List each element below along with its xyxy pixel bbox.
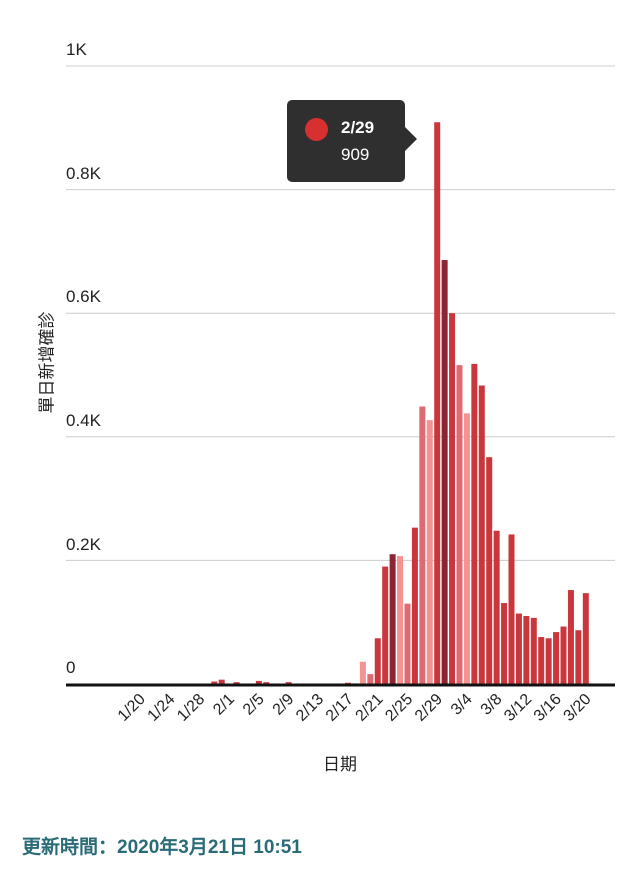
bar-2/9 bbox=[285, 682, 292, 684]
bar-3/18 bbox=[567, 590, 574, 684]
x-tick-label: 3/4 bbox=[448, 691, 476, 719]
bar-2/17 bbox=[345, 682, 352, 684]
y-axis-title: 單日新增確診 bbox=[37, 311, 57, 414]
y-tick-label: 0.4K bbox=[66, 411, 101, 430]
x-tick-label: 3/16 bbox=[531, 691, 565, 725]
bar-2/29 bbox=[434, 122, 441, 685]
bar-2/19 bbox=[359, 661, 366, 684]
bar-3/13 bbox=[530, 617, 537, 684]
tooltip-value: 909 bbox=[341, 145, 370, 164]
y-tick-label: 0 bbox=[66, 658, 76, 677]
x-tick-label: 2/29 bbox=[412, 691, 446, 725]
bar-3/2 bbox=[449, 313, 456, 684]
bar-3/4 bbox=[463, 413, 470, 684]
bar-2/6 bbox=[263, 682, 270, 684]
x-tick-label: 1/20 bbox=[115, 691, 149, 725]
bar-2/2 bbox=[233, 682, 240, 684]
x-tick-label: 1/28 bbox=[174, 691, 208, 725]
bar-3/10 bbox=[508, 534, 515, 684]
tooltip: 2/29 909 bbox=[287, 100, 417, 182]
bar-2/20 bbox=[367, 674, 374, 684]
update-time: 更新時間：2020年3月21日 10:51 bbox=[22, 837, 302, 858]
bar-1/31 bbox=[218, 679, 225, 684]
series-dot-icon bbox=[305, 118, 328, 141]
x-axis-title: 日期 bbox=[323, 755, 357, 774]
x-tick-label: 2/21 bbox=[353, 691, 387, 725]
tooltip-date: 2/29 bbox=[341, 118, 375, 137]
bar-3/5 bbox=[471, 363, 478, 684]
bar-2/22 bbox=[382, 566, 389, 684]
x-tick-label: 2/13 bbox=[293, 691, 327, 725]
x-tick-label: 2/1 bbox=[210, 691, 238, 719]
x-tick-label: 3/12 bbox=[501, 691, 535, 725]
x-tick-label: 2/5 bbox=[240, 691, 268, 719]
x-tick-label: 2/17 bbox=[323, 691, 357, 725]
bar-3/3 bbox=[456, 365, 463, 684]
bar-2/23 bbox=[389, 554, 396, 684]
y-tick-label: 0.8K bbox=[66, 164, 101, 183]
bar-3/7 bbox=[486, 457, 493, 684]
bar-3/9 bbox=[501, 603, 508, 684]
bar-3/20 bbox=[582, 593, 589, 684]
bar-3/8 bbox=[493, 530, 500, 684]
bar-3/12 bbox=[523, 616, 530, 684]
x-tick-label: 2/25 bbox=[382, 691, 416, 725]
bar-3/11 bbox=[515, 613, 522, 684]
bar-3/14 bbox=[538, 637, 545, 684]
bar-2/25 bbox=[404, 603, 411, 684]
bar-2/28 bbox=[426, 420, 433, 684]
bar-2/27 bbox=[419, 406, 426, 684]
bar-1/30 bbox=[211, 681, 218, 684]
y-tick-label: 0.6K bbox=[66, 287, 101, 306]
bar-2/26 bbox=[411, 527, 418, 684]
bar-2/24 bbox=[397, 556, 404, 684]
y-tick-label: 1K bbox=[66, 40, 87, 59]
bar-3/1 bbox=[441, 260, 448, 684]
bar-3/16 bbox=[553, 632, 560, 684]
y-tick-label: 0.2K bbox=[66, 535, 101, 554]
bar-2/21 bbox=[374, 638, 381, 684]
bar-3/15 bbox=[545, 638, 552, 684]
bar-2/5 bbox=[255, 680, 262, 684]
x-tick-label: 1/24 bbox=[145, 691, 179, 725]
x-tick-label: 3/20 bbox=[561, 691, 595, 725]
bar-3/19 bbox=[575, 630, 582, 684]
bar-3/6 bbox=[478, 385, 485, 684]
bar-3/17 bbox=[560, 626, 567, 684]
